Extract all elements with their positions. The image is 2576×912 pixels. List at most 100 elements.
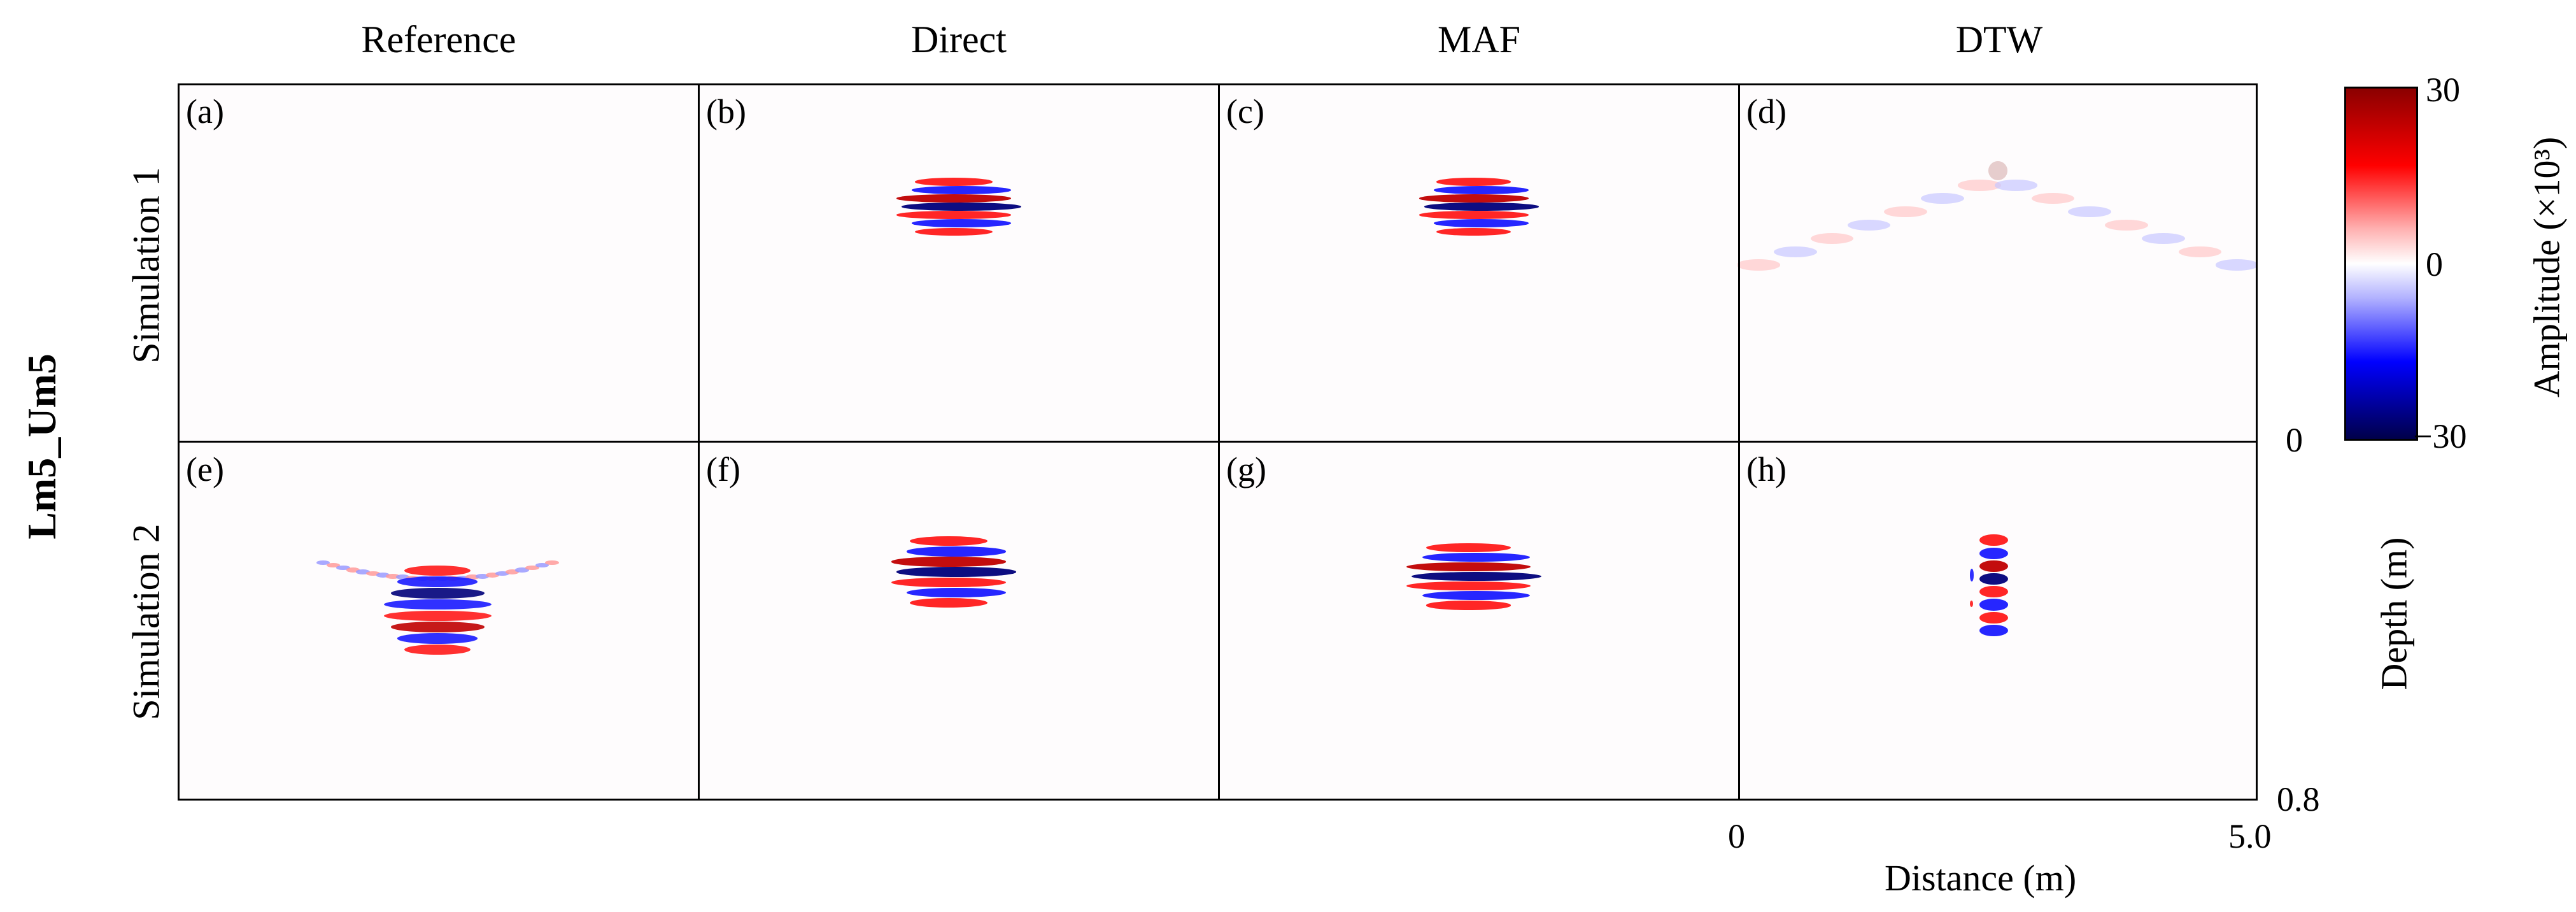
hyperbola-limb [495,571,509,576]
panel-label-h: (h) [1746,450,1787,488]
wave-band [1426,543,1511,553]
hyperbola-limb [475,573,490,579]
hyperbola-core [397,633,478,644]
faint-diffraction [1994,180,2038,191]
wave-band [906,587,1006,597]
hyperbola-limb [505,569,520,574]
faint-diffraction [1737,259,1780,271]
panel-c [1217,83,1738,442]
wave-band [896,194,1011,203]
wave-band [1406,581,1531,591]
column-title-dtw: DTW [1955,18,2043,61]
hyperbola-limb [525,565,539,571]
narrow-band [1979,599,2008,611]
wave-band [896,567,1016,577]
wave-band [891,557,1006,567]
faint-diffraction [1884,206,1927,218]
panel-label-b: (b) [706,92,746,131]
faint-diffraction [1957,180,2001,191]
panel-g [1217,442,1738,801]
faint-diffraction [2178,246,2222,257]
hyperbola-limb [326,562,341,568]
wave-band [1436,227,1511,236]
hyperbola-limb [545,560,559,566]
wave-band [1434,219,1529,227]
wave-band [909,597,988,608]
y-tick-top: 0 [2286,421,2303,459]
hyperbola-limb [336,565,350,571]
heatmap-grid [178,83,2258,801]
narrow-band [1979,573,2008,585]
hyperbola-limb [395,574,410,580]
wave-band [891,577,1006,587]
hyperbola-core [404,644,471,655]
wave-band [906,546,1006,557]
panel-label-c: (c) [1226,92,1264,131]
faint-diffraction [1847,219,1891,231]
row-title-simulation-1: Simulation 1 [125,167,167,364]
faint-diffraction [1773,246,1817,257]
faint-diffraction [2141,232,2185,244]
hyperbola-limb [346,567,360,573]
colorbar-tick-zero: 0 [2426,245,2443,283]
faint-diffraction [2031,193,2075,204]
hyperbola-core [383,599,492,610]
x-tick-left: 0 [1728,817,1745,855]
hyperbola-limb [465,574,479,580]
wave-band [915,227,993,236]
wave-band [1419,194,1529,203]
hyperbola-core [404,565,471,576]
wave-band [896,211,1011,219]
narrow-side-mark [1970,601,1974,608]
wave-band [1422,552,1531,562]
faint-diffraction [1810,232,1854,244]
faint-diffraction [1921,193,1964,204]
narrow-band [1979,534,2008,546]
panel-b [697,83,1218,442]
narrow-side-mark [1969,569,1974,581]
narrow-band [1979,547,2008,559]
panel-label-d: (d) [1746,92,1787,131]
hyperbola-limb [485,573,500,578]
colorbar-tick-max: 30 [2426,71,2460,109]
panel-f [697,442,1218,801]
narrow-band [1979,624,2008,637]
hyperbola-limb [316,560,330,566]
column-title-direct: Direct [911,18,1007,61]
wave-band [1426,601,1511,610]
x-tick-right: 5.0 [2228,817,2272,855]
faint-diffraction [2215,259,2258,271]
wave-band [912,186,1012,194]
panel-label-f: (f) [706,450,740,488]
wave-band [1436,178,1511,186]
column-title-reference: Reference [361,18,516,61]
row-title-simulation-2: Simulation 2 [125,524,167,720]
wave-band [909,536,988,546]
colorbar-label: Amplitude (×10³) [2526,136,2568,398]
narrow-band [1979,560,2008,572]
hyperbola-limb [386,573,400,579]
x-axis-label: Distance (m) [1885,857,2077,899]
faint-diffraction [2105,219,2148,231]
wave-band [1406,562,1531,572]
panel-label-g: (g) [1226,450,1266,488]
hyperbola-limb [356,569,370,574]
y-axis-label: Depth (m) [2373,537,2415,690]
panel-label-a: (a) [186,92,224,131]
wave-band [915,178,993,186]
panel-label-e: (e) [186,450,224,488]
hyperbola-limb [376,573,390,578]
wave-band [1419,211,1529,219]
faint-diffraction [2068,206,2111,218]
wave-band [1411,571,1541,581]
narrow-band [1979,586,2008,598]
y-tick-bottom: 0.8 [2277,780,2320,818]
colorbar-tick-min: −30 [2413,417,2467,455]
group-label: Lm5_Um5 [19,353,64,539]
hyperbola-core [390,588,485,599]
colorbar [2344,87,2418,441]
hyperbola-core [383,610,492,622]
hyperbola-limb [366,571,380,576]
panel-e [178,442,698,801]
hyperbola-limb [535,562,549,568]
